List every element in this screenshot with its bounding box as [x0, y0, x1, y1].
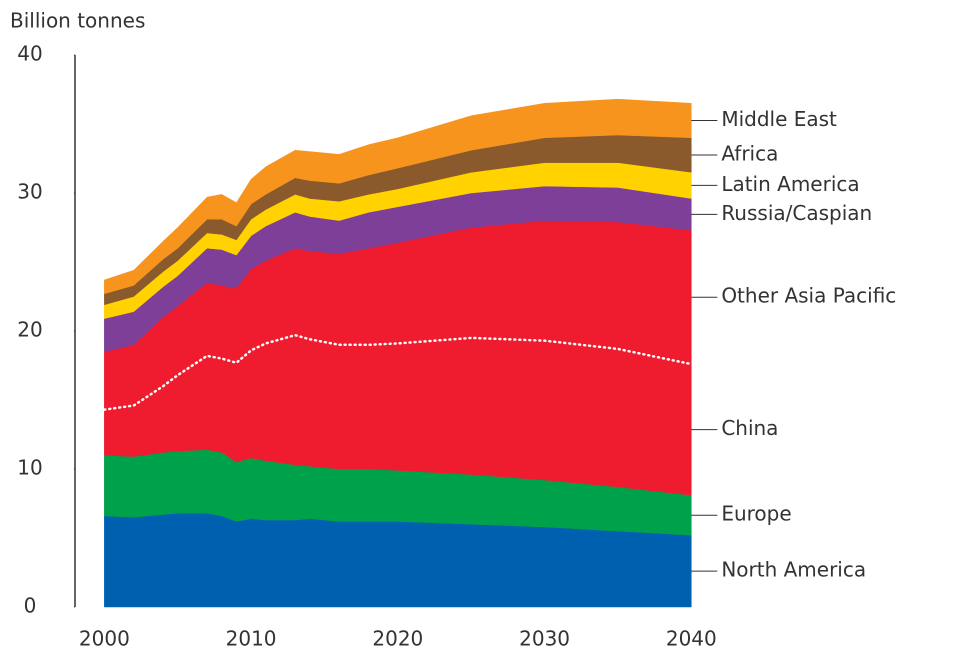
- legend-label: Other Asia Pacific: [721, 284, 896, 308]
- area: [104, 98, 692, 295]
- legend-label: Africa: [721, 142, 778, 166]
- x-tick-label: 2030: [519, 627, 570, 651]
- x-tick-label: 2020: [372, 627, 423, 651]
- y-tick-label: 20: [17, 318, 42, 342]
- y-tick-label: 0: [24, 594, 37, 618]
- x-tick-label: 2010: [226, 627, 277, 651]
- legend-label: Russia/Caspian: [721, 201, 872, 225]
- x-tick-label: 2000: [79, 627, 130, 651]
- y-tick-label: 30: [17, 180, 42, 204]
- legend-label: Europe: [721, 502, 791, 526]
- y-tick-label: 40: [17, 42, 42, 66]
- y-axis-label: Billion tonnes: [10, 9, 145, 33]
- x-tick-label: 2040: [666, 627, 717, 651]
- legend-label: Middle East: [721, 107, 837, 131]
- legend-label: North America: [721, 558, 866, 582]
- legend-label: China: [721, 416, 778, 440]
- legend-label: Latin America: [721, 172, 859, 196]
- series-boundary: [103, 333, 693, 411]
- y-tick-label: 10: [17, 456, 42, 480]
